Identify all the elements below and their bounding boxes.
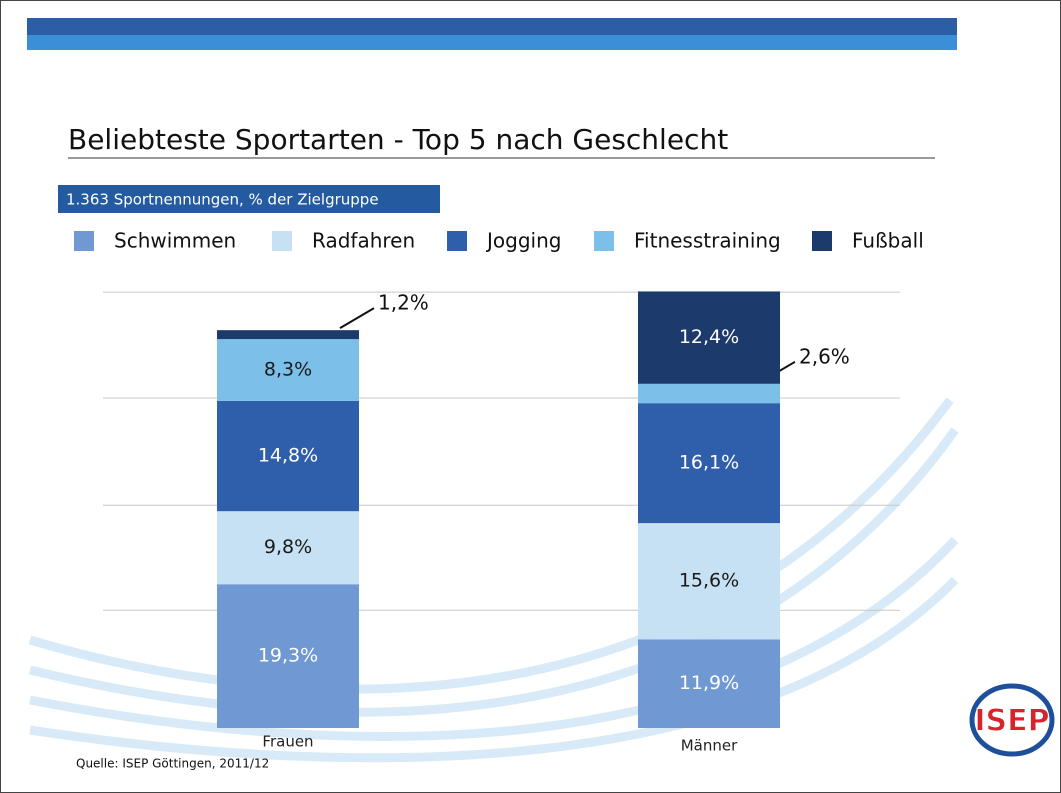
value-label: 11,9% bbox=[679, 672, 739, 694]
value-label: 16,1% bbox=[679, 452, 739, 474]
legend-swatch bbox=[594, 231, 614, 251]
chart: Beliebteste Sportarten - Top 5 nach Gesc… bbox=[0, 0, 1061, 793]
legend-swatch bbox=[812, 231, 832, 251]
value-label: 2,6% bbox=[799, 344, 850, 368]
value-label: 15,6% bbox=[679, 570, 739, 592]
x-tick-label: Frauen bbox=[262, 733, 313, 751]
value-label: 19,3% bbox=[258, 645, 318, 667]
value-label: 9,8% bbox=[264, 536, 312, 558]
legend-label: Fußball bbox=[852, 229, 924, 253]
banner-dark bbox=[27, 18, 957, 35]
banner-light bbox=[27, 35, 957, 50]
value-label: 1,2% bbox=[378, 291, 429, 315]
legend-label: Schwimmen bbox=[114, 229, 236, 253]
legend-swatch bbox=[272, 231, 292, 251]
legend-label: Radfahren bbox=[312, 229, 415, 253]
page: Beliebteste Sportarten - Top 5 nach Gesc… bbox=[0, 0, 1061, 793]
chart-title: Beliebteste Sportarten - Top 5 nach Gesc… bbox=[68, 123, 728, 156]
source: Quelle: ISEP Göttingen, 2011/12 bbox=[76, 757, 269, 771]
x-tick-label: Männer bbox=[681, 737, 738, 755]
legend-label: Fitnesstraining bbox=[634, 229, 781, 253]
bar-segment bbox=[638, 384, 780, 403]
value-label: 12,4% bbox=[679, 326, 739, 348]
legend-swatch bbox=[74, 231, 94, 251]
value-label: 14,8% bbox=[258, 445, 318, 467]
bar-segment bbox=[217, 330, 359, 339]
legend-swatch bbox=[447, 231, 467, 251]
subtitle: 1.363 Sportnennungen, % der Zielgruppe bbox=[66, 191, 379, 209]
logo: ISEP bbox=[974, 704, 1049, 739]
legend-label: Jogging bbox=[485, 229, 561, 253]
value-label: 8,3% bbox=[264, 359, 312, 381]
